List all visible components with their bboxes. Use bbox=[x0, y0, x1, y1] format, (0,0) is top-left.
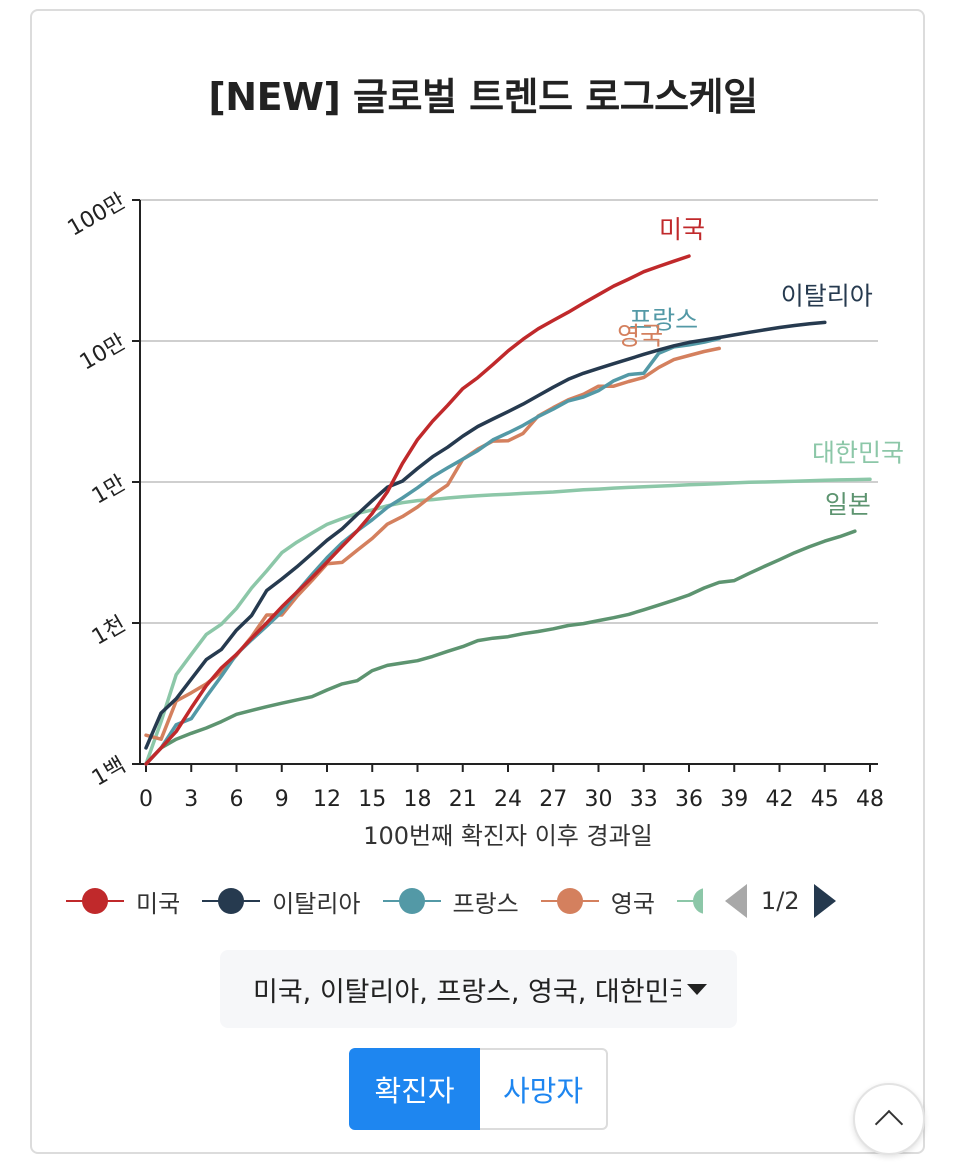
x-tick-label: 3 bbox=[184, 787, 198, 812]
y-tick-label: 10만 bbox=[76, 330, 130, 376]
series-line-3 bbox=[144, 346, 721, 741]
x-tick-label: 48 bbox=[856, 787, 884, 812]
series-line-2 bbox=[144, 336, 721, 766]
x-tick-label: 33 bbox=[630, 787, 658, 812]
y-tick-label: 1천 bbox=[88, 612, 130, 651]
x-tick-label: 30 bbox=[585, 787, 613, 812]
x-tick-label: 27 bbox=[539, 787, 567, 812]
legend-label: 미국 bbox=[136, 889, 181, 918]
series-line-1 bbox=[144, 320, 827, 750]
series-end-label: 프랑스 bbox=[629, 306, 698, 335]
country-selector-dropdown[interactable]: 미국, 이탈리아, 프랑스, 영국, 대한민국 bbox=[220, 950, 737, 1028]
x-tick-label: 9 bbox=[275, 787, 289, 812]
x-tick-label: 18 bbox=[404, 787, 432, 812]
series-end-label: 대한민국 bbox=[812, 438, 904, 467]
chevron-up-icon bbox=[874, 1109, 904, 1139]
legend-marker bbox=[540, 886, 599, 916]
metric-toggle: 확진자 사망자 bbox=[349, 1048, 608, 1130]
x-tick-label: 39 bbox=[720, 787, 748, 812]
confirmed-cases-button[interactable]: 확진자 bbox=[349, 1048, 480, 1130]
legend-item-italy[interactable]: 이탈리아 bbox=[202, 884, 361, 919]
next-page-icon[interactable] bbox=[813, 884, 836, 918]
x-tick-label: 12 bbox=[313, 787, 341, 812]
x-tick-label: 45 bbox=[811, 787, 839, 812]
x-tick-label: 36 bbox=[675, 787, 703, 812]
x-tick-label: 0 bbox=[139, 787, 153, 812]
y-tick-label: 100만 bbox=[64, 189, 130, 242]
x-axis-label: 100번째 확진자 이후 경과일 bbox=[363, 822, 653, 850]
legend-label: 영국 bbox=[610, 889, 655, 918]
legend-pager: 1/2 bbox=[724, 884, 836, 918]
series-line-0 bbox=[144, 254, 691, 766]
country-selector-value: 미국, 이탈리아, 프랑스, 영국, 대한민국 bbox=[253, 976, 681, 1008]
series-end-label: 영국 bbox=[617, 321, 663, 350]
legend-label: 이탈리아 bbox=[272, 889, 361, 918]
legend-item-usa[interactable]: 미국 bbox=[66, 884, 180, 919]
legend-item-france[interactable]: 프랑스 bbox=[382, 884, 519, 919]
caret-down-icon bbox=[687, 983, 707, 995]
legend-marker bbox=[202, 886, 261, 916]
deaths-button[interactable]: 사망자 bbox=[480, 1048, 608, 1130]
legend-marker bbox=[676, 886, 703, 916]
chart-legend: 미국 이탈리아 프랑스 영국 1/2 bbox=[66, 876, 896, 926]
x-axis-ticks: 0 3 6 9 12 15 18 21 24 27 30 33 36 39 42 45 48 bbox=[139, 764, 884, 812]
x-tick-label: 42 bbox=[766, 787, 794, 812]
series-end-label: 이탈리아 bbox=[781, 281, 873, 310]
line-chart: 0 3 6 9 12 15 18 21 24 27 30 33 36 39 42 45 48 1백1천1만10만… bbox=[64, 189, 904, 850]
y-tick-label: 1백 bbox=[88, 753, 130, 792]
x-tick-label: 15 bbox=[358, 787, 386, 812]
x-tick-label: 24 bbox=[494, 787, 522, 812]
series-lines bbox=[144, 254, 872, 766]
series-end-label: 미국 bbox=[659, 215, 705, 244]
series-end-label: 일본 bbox=[825, 490, 871, 519]
legend-label: 프랑스 bbox=[452, 889, 519, 918]
legend-item-korea-partial[interactable] bbox=[676, 886, 703, 916]
chart-title: [NEW] 글로벌 트렌드 로그스케일 bbox=[208, 75, 758, 119]
legend-marker bbox=[66, 886, 124, 916]
legend-marker bbox=[382, 886, 441, 916]
legend-item-uk[interactable]: 영국 bbox=[540, 884, 655, 919]
y-tick-label: 1만 bbox=[88, 471, 130, 510]
x-tick-label: 6 bbox=[230, 787, 244, 812]
prev-page-icon[interactable] bbox=[724, 884, 747, 918]
y-axis-ticks: 1백 1천 1만 10만 100만 bbox=[64, 189, 140, 792]
scroll-to-top-button[interactable] bbox=[853, 1083, 925, 1155]
legend-page-number: 1/2 bbox=[760, 887, 800, 915]
series-line-5 bbox=[144, 529, 857, 766]
x-tick-label: 21 bbox=[449, 787, 477, 812]
series-line-4 bbox=[144, 477, 872, 766]
